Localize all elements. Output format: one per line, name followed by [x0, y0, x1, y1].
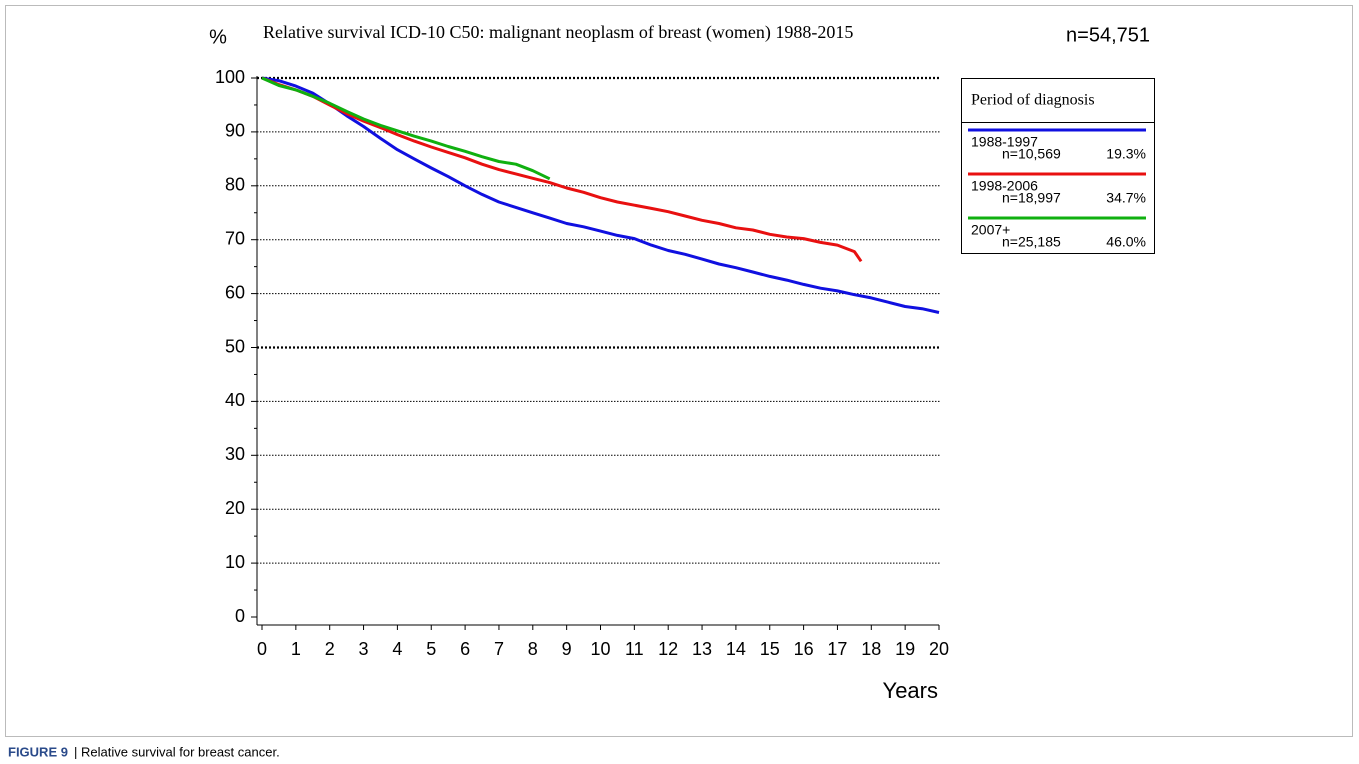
- total-n: n=54,751: [1066, 24, 1150, 46]
- x-tick-label: 5: [426, 639, 436, 659]
- legend-share: 19.3%: [1106, 146, 1146, 162]
- x-tick-label: 15: [760, 639, 780, 659]
- x-tick-label: 1: [291, 639, 301, 659]
- y-tick-label: 30: [225, 444, 245, 464]
- x-tick-label: 9: [562, 639, 572, 659]
- legend-n: n=10,569: [1002, 146, 1061, 162]
- x-tick-label: 10: [590, 639, 610, 659]
- legend-n: n=18,997: [1002, 190, 1061, 206]
- legend-box: [961, 78, 1155, 254]
- caption-label: FIGURE 9: [8, 744, 68, 759]
- series-line: [261, 76, 940, 314]
- legend-name: 2007+: [971, 222, 1010, 238]
- y-tick-label: 40: [225, 390, 245, 410]
- y-tick-label: 70: [225, 228, 245, 248]
- x-tick-label: 13: [692, 639, 712, 659]
- x-tick-label: 7: [494, 639, 504, 659]
- x-tick-label: 8: [528, 639, 538, 659]
- x-tick-label: 2: [325, 639, 335, 659]
- chart-title: Relative survival ICD-10 C50: malignant …: [263, 22, 853, 43]
- legend-title: Period of diagnosis: [971, 92, 1095, 109]
- legend-name: 1988-1997: [971, 134, 1038, 150]
- legend-share: 46.0%: [1106, 234, 1146, 250]
- y-unit: %: [209, 26, 227, 48]
- y-tick-label: 0: [235, 606, 245, 626]
- x-tick-label: 17: [827, 639, 847, 659]
- x-tick-label: 3: [359, 639, 369, 659]
- y-tick-label: 50: [225, 336, 245, 356]
- caption-text: | Relative survival for breast cancer.: [74, 744, 280, 759]
- y-tick-label: 20: [225, 498, 245, 518]
- x-tick-label: 11: [625, 639, 644, 659]
- legend-name: 1998-2006: [971, 178, 1038, 194]
- x-tick-label: 19: [895, 639, 915, 659]
- series-line: [261, 76, 863, 263]
- x-tick-label: 12: [658, 639, 678, 659]
- x-tick-label: 18: [861, 639, 881, 659]
- x-tick-label: 6: [460, 639, 470, 659]
- y-tick-label: 100: [215, 67, 245, 87]
- legend-share: 34.7%: [1106, 190, 1146, 206]
- figure-frame: [5, 5, 1353, 737]
- x-tick-label: 20: [929, 639, 949, 659]
- series-line: [261, 76, 551, 181]
- y-tick-label: 10: [225, 552, 245, 572]
- y-tick-label: 60: [225, 282, 245, 302]
- x-tick-label: 14: [726, 639, 746, 659]
- x-tick-label: 0: [257, 639, 267, 659]
- y-tick-label: 80: [225, 175, 245, 195]
- legend-n: n=25,185: [1002, 234, 1061, 250]
- x-tick-label: 16: [794, 639, 814, 659]
- y-tick-label: 90: [225, 121, 245, 141]
- x-axis-label: Years: [883, 678, 938, 703]
- x-tick-label: 4: [392, 639, 402, 659]
